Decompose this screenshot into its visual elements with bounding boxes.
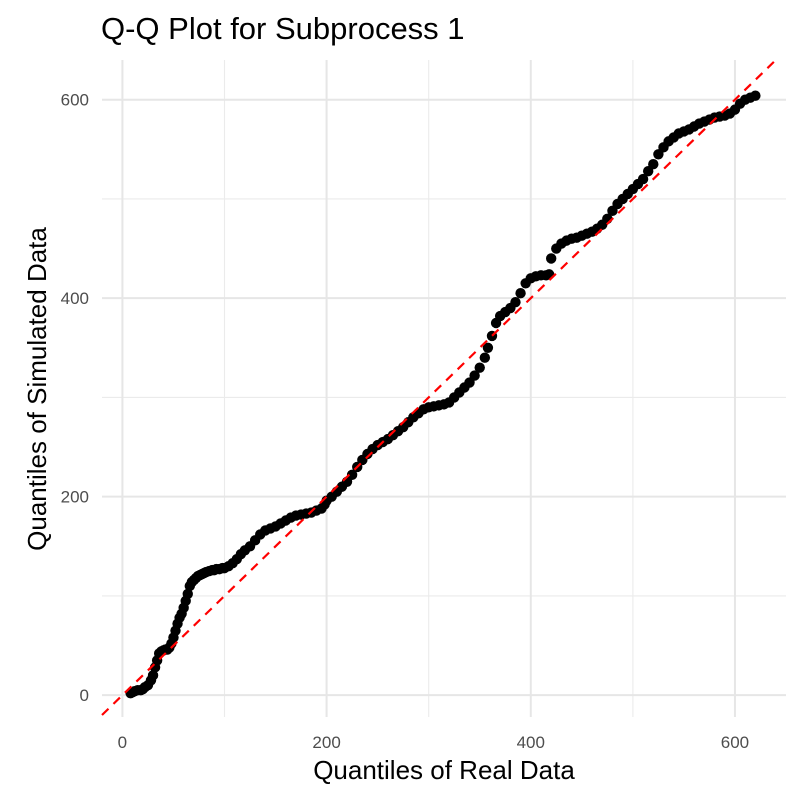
data-point	[510, 296, 521, 308]
data-point	[750, 90, 761, 101]
x-tick-label: 600	[721, 733, 749, 752]
data-point	[545, 253, 557, 264]
y-tick-label: 200	[61, 488, 89, 507]
chart-title: Q-Q Plot for Subprocess 1	[101, 11, 465, 46]
x-axis-ticks: 0 200 400 600	[118, 733, 749, 752]
data-point	[482, 342, 494, 354]
data-point	[648, 159, 659, 170]
major-gridlines	[102, 60, 786, 717]
x-tick-label: 400	[517, 733, 545, 752]
data-point	[182, 588, 193, 600]
data-points	[125, 90, 761, 699]
y-axis-ticks: 0 200 400 600	[61, 91, 89, 705]
data-point	[515, 288, 526, 299]
data-point	[346, 469, 358, 481]
data-point	[637, 173, 649, 185]
data-point	[474, 362, 485, 373]
x-tick-label: 0	[118, 733, 127, 752]
x-axis-title: Quantiles of Real Data	[313, 755, 575, 785]
y-tick-label: 0	[80, 686, 89, 705]
data-point	[479, 352, 491, 363]
minor-gridlines	[102, 60, 786, 717]
y-axis-title: Quantiles of Simulated Data	[22, 227, 52, 551]
data-point	[147, 670, 159, 681]
reference-line-group	[101, 59, 777, 716]
reference-line	[101, 59, 777, 716]
y-tick-label: 600	[61, 91, 89, 110]
data-point	[469, 370, 480, 381]
x-tick-label: 200	[312, 733, 340, 752]
y-tick-label: 400	[61, 289, 89, 308]
